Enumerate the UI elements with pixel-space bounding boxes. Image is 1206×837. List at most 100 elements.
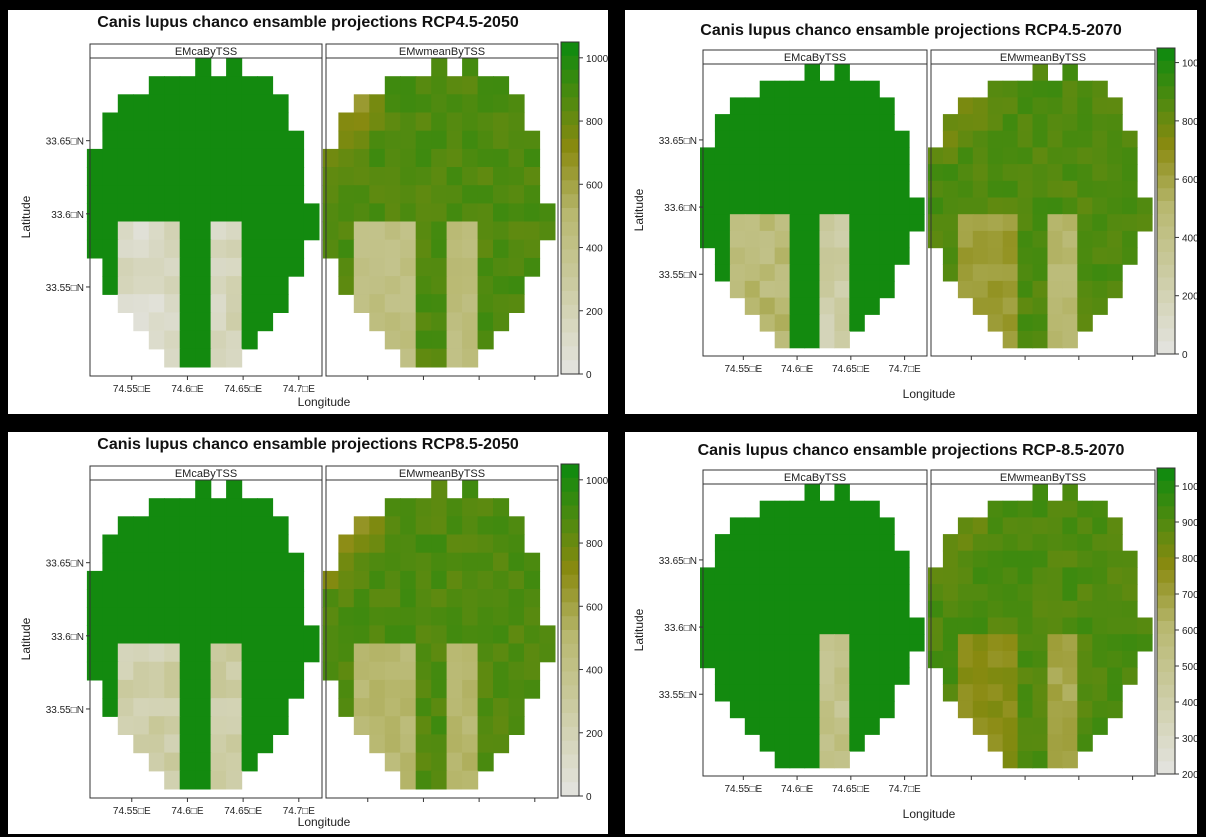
raster-cell bbox=[819, 534, 835, 552]
map-plot: EMcaByTSS EMwmeanByTSS33.65□N33.6□N33.55□… bbox=[19, 463, 608, 829]
raster-cell bbox=[369, 257, 386, 277]
raster-cell bbox=[241, 698, 258, 717]
colorbar-swatch bbox=[1157, 264, 1175, 279]
raster-cell bbox=[774, 684, 791, 702]
colorbar-swatch bbox=[1157, 226, 1175, 240]
raster-cell bbox=[972, 180, 989, 199]
figure-title: Canis lupus chanco ensamble projections … bbox=[97, 14, 519, 31]
raster-cell bbox=[1077, 517, 1093, 535]
raster-cell bbox=[384, 221, 401, 241]
colorbar-swatch bbox=[561, 166, 579, 181]
map-figure-rcp85-2050: Canis lupus chanco ensamble projections … bbox=[8, 432, 608, 834]
raster-cell bbox=[415, 643, 432, 663]
raster-cell bbox=[1077, 247, 1093, 265]
raster-cell bbox=[744, 634, 761, 652]
colorbar-frame bbox=[1156, 467, 1176, 775]
raster-cell bbox=[477, 589, 494, 608]
raster-cell bbox=[1002, 147, 1019, 165]
raster-cell bbox=[338, 570, 355, 590]
raster-cell bbox=[462, 130, 479, 150]
raster-cell bbox=[446, 570, 463, 590]
raster-cell bbox=[415, 148, 432, 168]
raster-cell bbox=[789, 684, 806, 702]
raster-cell bbox=[1017, 114, 1034, 132]
raster-cell bbox=[759, 717, 776, 735]
raster-cell bbox=[133, 185, 150, 204]
raster-cell bbox=[987, 700, 1004, 719]
raster-cell bbox=[957, 97, 974, 115]
raster-cell bbox=[894, 130, 910, 148]
raster-cell bbox=[774, 617, 791, 635]
map-panel-emca: EMcaByTSS bbox=[700, 469, 928, 777]
colorbar-swatch bbox=[561, 699, 579, 714]
raster-cell bbox=[957, 634, 974, 652]
raster-cell bbox=[179, 239, 196, 259]
raster-cell bbox=[744, 280, 761, 299]
raster-cell bbox=[744, 684, 761, 702]
raster-cell bbox=[987, 230, 1004, 249]
raster-cell bbox=[834, 197, 850, 215]
raster-cell bbox=[804, 97, 820, 115]
raster-cell bbox=[400, 679, 417, 699]
raster-cell bbox=[1017, 180, 1034, 199]
raster-cell bbox=[804, 717, 820, 735]
raster-cell bbox=[272, 607, 289, 626]
raster-cell bbox=[849, 517, 865, 535]
raster-cell bbox=[834, 667, 850, 685]
raster-cell bbox=[384, 330, 401, 350]
raster-cell bbox=[819, 264, 835, 282]
raster-cell bbox=[1017, 197, 1034, 215]
y-tick-label: 33.55□N bbox=[659, 690, 697, 701]
raster-cell bbox=[774, 500, 791, 518]
raster-cell bbox=[257, 257, 274, 277]
raster-cell bbox=[864, 667, 880, 685]
raster-cell bbox=[493, 294, 510, 313]
raster-cell bbox=[1062, 550, 1078, 568]
colorbar-swatch bbox=[561, 332, 579, 347]
raster-cell bbox=[384, 534, 401, 554]
raster-cell bbox=[102, 643, 119, 663]
panel-border bbox=[702, 63, 928, 357]
raster-cell bbox=[894, 164, 910, 182]
colorbar-swatch bbox=[1157, 710, 1175, 724]
raster-cell bbox=[729, 197, 746, 215]
raster-cell bbox=[508, 239, 525, 259]
raster-cell bbox=[257, 276, 274, 295]
raster-cell bbox=[972, 567, 989, 585]
colorbar-tick-label: 400 bbox=[586, 244, 603, 255]
raster-cell bbox=[942, 114, 959, 132]
raster-cell bbox=[431, 480, 448, 499]
raster-cell bbox=[195, 203, 212, 223]
raster-cell bbox=[729, 700, 746, 719]
raster-cell bbox=[729, 584, 746, 602]
raster-cell bbox=[117, 570, 134, 590]
raster-cell bbox=[987, 500, 1004, 518]
raster-cell bbox=[1092, 230, 1108, 249]
raster-cell bbox=[744, 650, 761, 669]
x-axis-label: Longitude bbox=[298, 395, 351, 409]
raster-cell bbox=[117, 607, 134, 626]
raster-cell bbox=[1002, 214, 1019, 232]
raster-cell bbox=[1077, 97, 1093, 115]
raster-cell bbox=[241, 257, 258, 277]
raster-cell bbox=[210, 257, 227, 277]
raster-cell bbox=[1107, 567, 1123, 585]
raster-cell bbox=[849, 734, 865, 752]
raster-cell bbox=[431, 625, 448, 645]
raster-cell bbox=[1032, 247, 1048, 265]
raster-cell bbox=[789, 751, 806, 769]
raster-cell bbox=[1122, 197, 1138, 215]
raster-cell bbox=[446, 698, 463, 717]
raster-cell bbox=[210, 112, 227, 132]
y-axis-label: Latitude bbox=[19, 195, 33, 238]
raster-cell bbox=[1107, 130, 1123, 148]
raster-cell bbox=[1137, 197, 1153, 215]
raster-cell bbox=[864, 517, 880, 535]
raster-cell bbox=[210, 607, 227, 626]
raster-cell bbox=[957, 264, 974, 282]
raster-cell bbox=[849, 247, 865, 265]
raster-cell bbox=[834, 264, 850, 282]
raster-cell bbox=[894, 247, 910, 265]
raster-cell bbox=[272, 257, 289, 277]
raster-cell bbox=[241, 643, 258, 663]
